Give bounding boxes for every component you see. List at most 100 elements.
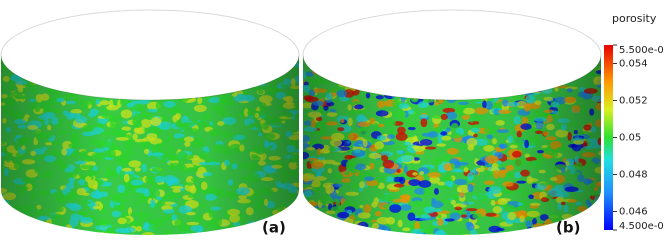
- texture: [424, 66, 435, 71]
- texture: [153, 85, 159, 95]
- texture: [80, 38, 93, 45]
- texture: [137, 55, 145, 56]
- texture: [12, 234, 17, 235]
- texture: [589, 20, 602, 28]
- texture: [162, 57, 169, 67]
- texture: [425, 48, 436, 53]
- texture: [416, 234, 422, 235]
- texture: [155, 34, 165, 40]
- texture: [43, 224, 49, 234]
- texture: [196, 25, 207, 28]
- texture: [395, 64, 404, 69]
- texture: [51, 57, 56, 65]
- texture: [311, 22, 323, 29]
- texture: [489, 19, 498, 23]
- texture: [255, 13, 266, 21]
- texture: [177, 87, 185, 95]
- texture: [53, 72, 65, 80]
- texture: [539, 81, 544, 89]
- texture: [487, 28, 493, 32]
- texture: [136, 44, 150, 48]
- texture: [44, 57, 52, 63]
- texture: [535, 65, 546, 74]
- texture: [104, 72, 110, 76]
- texture: [532, 43, 539, 51]
- texture: [253, 35, 259, 44]
- texture: [358, 68, 365, 78]
- colorbar-tick-label: 0.054: [619, 59, 648, 70]
- texture: [223, 38, 236, 42]
- texture: [421, 44, 433, 51]
- texture: [482, 46, 492, 54]
- texture: [51, 224, 59, 234]
- texture: [454, 45, 460, 49]
- texture: [81, 55, 91, 61]
- texture: [468, 87, 476, 97]
- texture: [244, 231, 251, 235]
- texture: [224, 7, 237, 13]
- texture: [161, 32, 173, 39]
- texture: [382, 22, 387, 29]
- texture: [292, 207, 299, 211]
- texture: [353, 15, 364, 18]
- texture: [18, 41, 22, 45]
- texture: [371, 48, 382, 51]
- texture: [589, 21, 600, 26]
- texture: [576, 22, 583, 28]
- texture: [389, 41, 401, 47]
- texture: [150, 81, 164, 87]
- texture: [343, 42, 355, 45]
- texture: [219, 72, 234, 78]
- texture: [483, 92, 491, 97]
- texture: [76, 85, 88, 92]
- texture: [4, 215, 15, 221]
- texture: [443, 57, 455, 62]
- texture: [380, 49, 389, 53]
- texture: [160, 77, 173, 85]
- texture: [164, 55, 172, 59]
- texture: [595, 223, 600, 231]
- texture: [417, 19, 425, 23]
- texture: [585, 10, 589, 18]
- texture: [314, 236, 327, 240]
- texture: [41, 10, 54, 17]
- texture: [338, 55, 349, 62]
- texture: [49, 225, 58, 229]
- texture: [503, 73, 515, 79]
- texture: [425, 70, 439, 78]
- texture: [180, 26, 192, 32]
- texture: [429, 12, 433, 18]
- texture: [410, 84, 417, 89]
- texture: [239, 70, 247, 79]
- texture: [149, 73, 161, 81]
- texture: [557, 47, 566, 54]
- texture: [84, 9, 93, 17]
- texture: [30, 28, 40, 35]
- texture: [124, 69, 139, 75]
- texture: [104, 38, 113, 43]
- texture: [448, 41, 455, 48]
- texture: [531, 22, 542, 28]
- texture: [16, 222, 27, 229]
- texture: [554, 36, 567, 42]
- texture: [138, 42, 148, 48]
- texture: [277, 20, 286, 23]
- texture: [393, 44, 400, 53]
- texture: [239, 76, 251, 85]
- texture: [102, 32, 112, 40]
- colorbar-tick-label: 0.048: [619, 170, 648, 181]
- texture: [114, 23, 125, 26]
- texture: [459, 22, 465, 28]
- texture: [334, 8, 338, 17]
- texture: [361, 79, 373, 89]
- texture: [234, 79, 246, 83]
- texture: [339, 38, 348, 44]
- texture: [418, 35, 427, 41]
- texture: [465, 43, 475, 51]
- texture: [436, 41, 445, 48]
- texture: [73, 23, 85, 27]
- texture: [99, 36, 108, 45]
- texture: [130, 15, 139, 19]
- texture: [12, 61, 25, 67]
- texture: [464, 68, 471, 78]
